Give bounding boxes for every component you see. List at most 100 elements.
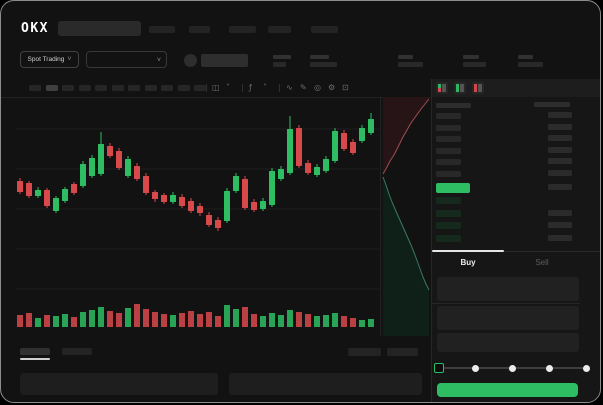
buy-label: Buy — [460, 258, 476, 267]
market-type-label: Spot Trading — [27, 56, 65, 63]
last-row-amount[interactable] — [548, 184, 572, 190]
camera-icon[interactable]: ◎ — [314, 83, 321, 92]
amount-input-skeleton[interactable] — [437, 306, 579, 330]
draw-icon[interactable]: ✎ — [300, 83, 307, 92]
candlestick — [350, 139, 356, 155]
ask-row-price[interactable] — [436, 124, 461, 131]
volume-bar — [242, 307, 248, 327]
candlestick — [152, 190, 158, 202]
indicators-icon[interactable]: ƒ — [249, 83, 252, 92]
line-tool-icon[interactable]: ∿ — [286, 83, 293, 92]
timeframe-button[interactable] — [161, 85, 173, 91]
candlestick — [188, 198, 194, 213]
ask-row-price[interactable] — [436, 159, 461, 166]
candlestick — [107, 143, 113, 158]
bid-row-price[interactable] — [436, 197, 461, 204]
slider-stop[interactable] — [472, 365, 480, 372]
settings-icon[interactable]: ⚙ — [328, 83, 336, 92]
price-input-skeleton[interactable] — [437, 277, 579, 301]
timeframe-button[interactable] — [128, 85, 140, 91]
nav-item[interactable] — [229, 26, 256, 33]
volume-bar — [71, 317, 77, 327]
ask-row-price[interactable] — [436, 136, 461, 143]
okx-logo[interactable]: OKX — [21, 21, 49, 36]
active-tab-indicator — [432, 250, 504, 252]
account-button[interactable] — [201, 54, 248, 67]
slider-handle[interactable] — [434, 363, 444, 373]
nav-item[interactable] — [268, 26, 291, 33]
timeframe-button[interactable] — [111, 85, 124, 91]
tab-buy[interactable]: Buy — [432, 256, 504, 270]
timeframe-button[interactable] — [78, 85, 91, 91]
ask-row-price[interactable] — [436, 147, 461, 154]
candlestick — [260, 198, 266, 211]
volume-bar — [44, 315, 50, 327]
bid-row-amount[interactable] — [548, 222, 572, 228]
price-chart[interactable] — [16, 97, 379, 336]
slider-stop[interactable] — [509, 365, 516, 372]
slider-stop[interactable] — [582, 365, 590, 372]
timeframe-button[interactable] — [194, 85, 206, 91]
bottom-tab-active[interactable] — [20, 348, 50, 355]
caret-down-icon[interactable]: ˅ — [226, 83, 230, 92]
tab-divider — [432, 251, 600, 252]
ask-row-price[interactable] — [436, 171, 461, 177]
fullscreen-icon[interactable]: ⊡ — [342, 83, 349, 92]
timeframe-button[interactable] — [62, 85, 74, 91]
depth-chart[interactable] — [380, 97, 431, 336]
total-input-skeleton[interactable] — [437, 333, 579, 352]
market-type-dropdown[interactable]: Spot Trading ˅ — [20, 51, 79, 68]
ask-row-amount[interactable] — [548, 146, 572, 153]
last-price-indicator[interactable] — [436, 183, 470, 193]
volume-bar — [179, 313, 185, 327]
timeframe-button[interactable] — [95, 85, 107, 91]
chart-style-icon[interactable]: ◫ — [212, 83, 220, 92]
ask-row-price[interactable] — [436, 113, 461, 119]
volume-bar — [251, 314, 257, 327]
pair-selector-dropdown[interactable]: ˅ — [86, 51, 167, 68]
volume-bar — [188, 311, 194, 327]
volume-bar — [287, 310, 293, 327]
ask-row-amount[interactable] — [548, 135, 572, 142]
timeframe-button[interactable] — [144, 85, 157, 91]
volume-bar — [98, 307, 104, 327]
orderbook-asks-icon[interactable] — [472, 82, 484, 94]
candlestick — [287, 116, 293, 175]
orderbook-bids-icon[interactable] — [454, 82, 466, 94]
avatar[interactable] — [184, 54, 197, 67]
volume-bar — [143, 309, 149, 327]
candlestick — [26, 181, 32, 198]
bid-row-price[interactable] — [436, 222, 461, 229]
bottom-tab[interactable] — [62, 348, 92, 355]
bid-row-amount[interactable] — [548, 209, 572, 216]
ask-row-amount[interactable] — [548, 158, 572, 165]
bottom-action[interactable] — [387, 348, 418, 356]
orderbook-combined-icon[interactable] — [436, 82, 448, 94]
timeframe-button[interactable] — [29, 85, 41, 91]
volume-bar — [26, 313, 32, 327]
bid-row-price[interactable] — [436, 209, 461, 217]
timeframe-button[interactable] — [45, 85, 58, 91]
nav-item[interactable] — [311, 26, 338, 33]
nav-item[interactable] — [189, 26, 210, 33]
candlestick — [17, 178, 23, 194]
buy-submit-button[interactable] — [437, 383, 578, 397]
bid-row-amount[interactable] — [548, 234, 572, 241]
nav-item[interactable] — [149, 26, 175, 33]
bottom-tab-underline — [20, 358, 50, 360]
candlestick — [305, 160, 311, 175]
ask-row-amount[interactable] — [548, 123, 572, 130]
toolbar-separator — [206, 84, 207, 92]
ask-row-amount[interactable] — [548, 112, 572, 118]
bottom-action[interactable] — [348, 348, 381, 356]
search-input[interactable] — [58, 21, 141, 36]
tab-sell[interactable]: Sell — [506, 256, 578, 270]
volume-bar — [368, 319, 374, 327]
caret-down-icon[interactable]: ˅ — [263, 83, 267, 92]
ask-row-amount[interactable] — [548, 170, 572, 176]
orderbook-toolbar — [432, 79, 600, 97]
timeframe-button[interactable] — [177, 85, 190, 91]
volume-bar — [107, 311, 113, 327]
slider-stop[interactable] — [545, 365, 553, 372]
bid-row-price[interactable] — [436, 234, 461, 242]
